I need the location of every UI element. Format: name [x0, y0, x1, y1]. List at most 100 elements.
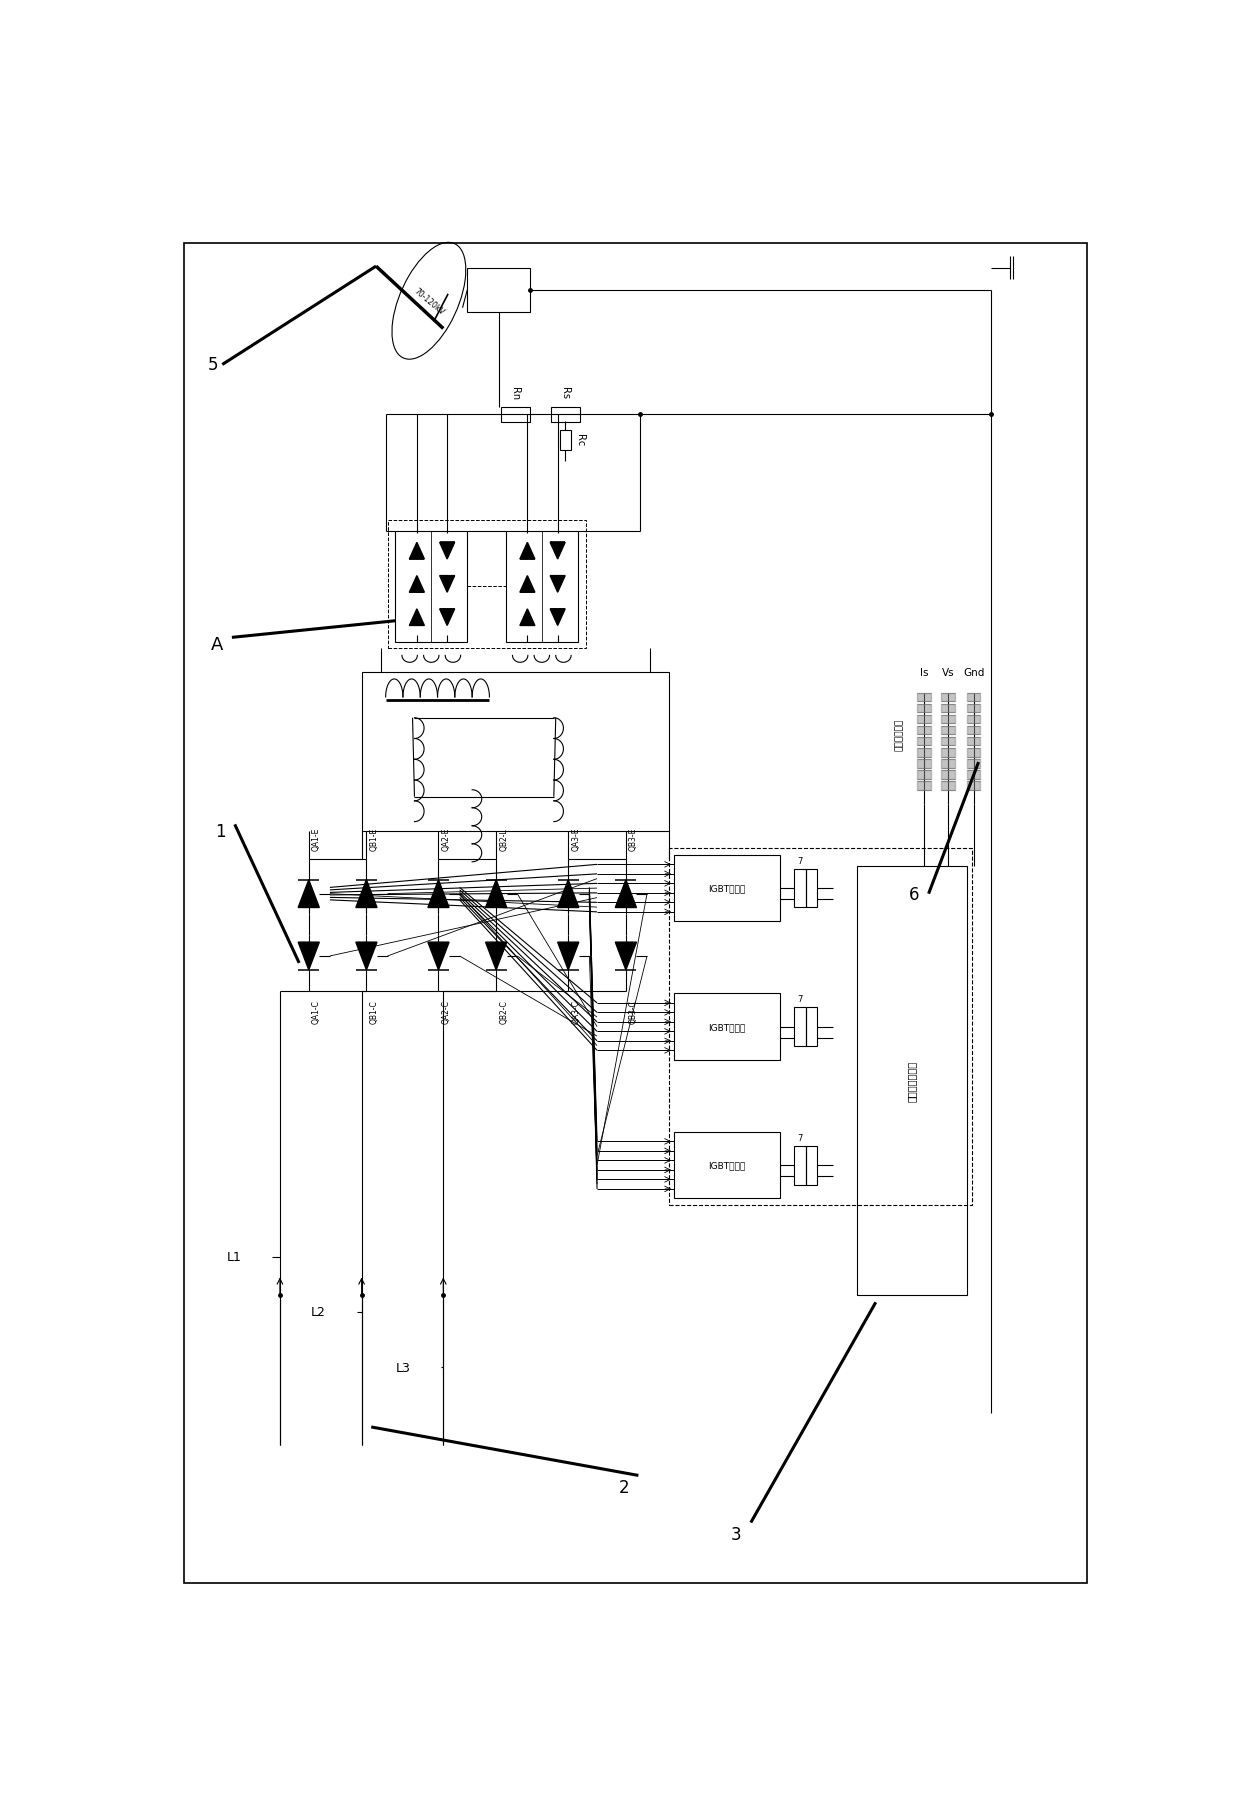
Polygon shape — [941, 726, 955, 735]
Polygon shape — [551, 543, 565, 559]
Polygon shape — [558, 942, 579, 971]
Bar — [675, 1133, 780, 1199]
Polygon shape — [615, 881, 636, 908]
Text: A: A — [211, 636, 223, 654]
Text: IGBT触发器: IGBT触发器 — [708, 1023, 745, 1032]
Text: QA1-C: QA1-C — [312, 1000, 321, 1023]
Text: 7: 7 — [797, 1133, 802, 1142]
Polygon shape — [551, 577, 565, 593]
Polygon shape — [967, 748, 981, 757]
Text: QA3-E: QA3-E — [572, 827, 580, 850]
Polygon shape — [941, 705, 955, 712]
Text: Rs: Rs — [560, 387, 570, 399]
Text: Gnd: Gnd — [963, 667, 985, 678]
Polygon shape — [918, 782, 930, 791]
Polygon shape — [941, 782, 955, 791]
Text: QA3-C: QA3-C — [572, 1000, 580, 1023]
Polygon shape — [918, 726, 930, 735]
Polygon shape — [967, 782, 981, 791]
Polygon shape — [440, 543, 455, 559]
Bar — [396, 532, 467, 642]
Text: Rn: Rn — [511, 387, 521, 399]
Text: QB3-C: QB3-C — [629, 1000, 639, 1023]
Polygon shape — [967, 716, 981, 725]
Text: QB3-E: QB3-E — [629, 827, 639, 850]
Bar — [551, 408, 580, 423]
Text: 2: 2 — [619, 1478, 629, 1496]
Polygon shape — [941, 694, 955, 701]
Polygon shape — [941, 748, 955, 757]
Text: L1: L1 — [227, 1250, 242, 1264]
Polygon shape — [918, 748, 930, 757]
Polygon shape — [615, 942, 636, 971]
Text: L3: L3 — [396, 1361, 410, 1374]
Polygon shape — [967, 694, 981, 701]
Bar — [806, 1145, 817, 1185]
Bar — [806, 1007, 817, 1046]
Polygon shape — [486, 881, 507, 908]
Polygon shape — [918, 716, 930, 725]
Bar — [857, 867, 967, 1296]
Polygon shape — [409, 577, 424, 593]
Polygon shape — [356, 942, 377, 971]
Text: 5: 5 — [207, 356, 218, 374]
Text: 7: 7 — [797, 856, 802, 865]
Polygon shape — [486, 942, 507, 971]
Polygon shape — [428, 881, 449, 908]
Polygon shape — [918, 737, 930, 746]
Polygon shape — [941, 761, 955, 768]
Polygon shape — [558, 881, 579, 908]
Polygon shape — [520, 543, 534, 559]
Bar — [794, 1145, 806, 1185]
Bar — [362, 672, 670, 832]
Text: QB2-C: QB2-C — [500, 1000, 508, 1023]
Polygon shape — [440, 577, 455, 593]
Bar — [794, 1007, 806, 1046]
Polygon shape — [967, 771, 981, 779]
Polygon shape — [918, 761, 930, 768]
Text: QB2-L: QB2-L — [500, 827, 508, 850]
Bar — [501, 408, 529, 423]
Polygon shape — [941, 771, 955, 779]
Text: IGBT触发器: IGBT触发器 — [708, 1162, 745, 1170]
Text: QB1-C: QB1-C — [370, 1000, 378, 1023]
Polygon shape — [918, 771, 930, 779]
Bar — [559, 430, 572, 451]
Bar — [467, 268, 529, 313]
Text: 70-120kV: 70-120kV — [412, 286, 446, 316]
Bar — [675, 856, 780, 922]
Bar — [794, 868, 806, 908]
Text: L2: L2 — [311, 1305, 326, 1318]
Polygon shape — [298, 942, 320, 971]
Polygon shape — [941, 716, 955, 725]
Polygon shape — [967, 726, 981, 735]
Text: QA1-E: QA1-E — [312, 827, 321, 850]
Polygon shape — [941, 737, 955, 746]
Polygon shape — [440, 610, 455, 626]
Polygon shape — [967, 737, 981, 746]
Polygon shape — [967, 761, 981, 768]
Polygon shape — [356, 881, 377, 908]
Polygon shape — [918, 694, 930, 701]
Polygon shape — [918, 705, 930, 712]
Text: 1: 1 — [215, 823, 226, 841]
Bar — [388, 520, 585, 649]
Polygon shape — [967, 705, 981, 712]
Polygon shape — [520, 610, 534, 626]
Polygon shape — [409, 543, 424, 559]
Text: QB1-E: QB1-E — [370, 827, 378, 850]
Text: 6: 6 — [909, 885, 919, 903]
Text: 高压电源控制器: 高压电源控制器 — [906, 1061, 916, 1102]
Polygon shape — [298, 881, 320, 908]
Polygon shape — [409, 610, 424, 626]
Text: Vs: Vs — [941, 667, 954, 678]
Bar — [806, 868, 817, 908]
Bar — [670, 849, 972, 1206]
Text: 取样反馈信号: 取样反馈信号 — [895, 719, 904, 752]
Bar — [506, 532, 578, 642]
Text: 3: 3 — [732, 1525, 742, 1543]
Text: QA2-E: QA2-E — [441, 827, 450, 850]
Bar — [675, 994, 780, 1061]
Text: QA2-C: QA2-C — [441, 1000, 450, 1023]
Polygon shape — [520, 577, 534, 593]
